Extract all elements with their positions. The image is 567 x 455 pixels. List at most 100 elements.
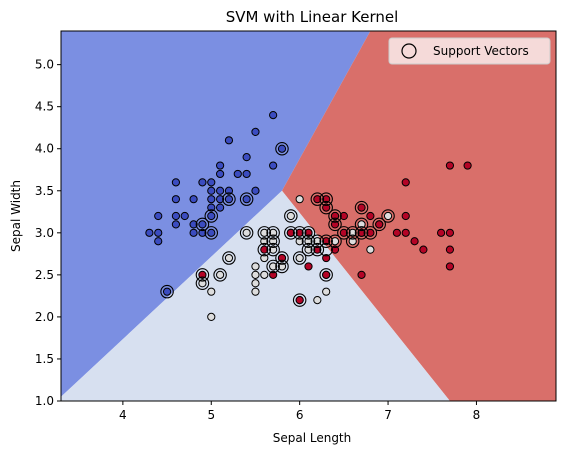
support-vector-marker [372,217,386,232]
data-point-class-0 [269,110,278,120]
data-point-class-1 [366,245,375,254]
data-point-class-2 [419,245,428,254]
support-vector-marker [204,226,219,240]
data-point-class-0 [207,228,216,237]
data-point-class-1 [383,211,393,221]
data-point-class-2 [295,295,304,305]
data-point-class-0 [207,211,216,221]
support-vector-marker [345,234,360,248]
data-point-class-1 [330,237,340,246]
data-point-class-2 [295,228,304,237]
y-axis-label: Sepal Width [9,180,23,252]
y-tick-label: 4.5 [35,100,54,114]
support-vector-marker [310,242,325,257]
decision-regions [61,31,556,401]
legend-label-support-vectors: Support Vectors [433,44,529,58]
y-tick-label: 5.0 [35,58,54,72]
support-vector-marker [266,259,280,274]
data-point-class-2 [445,228,455,237]
data-point-class-1 [260,253,269,263]
support-vector-marker [363,226,378,240]
support-vector-marker [292,251,307,265]
data-point-class-2 [357,270,366,279]
support-vector-marker [354,217,369,232]
support-vector-marker [222,251,236,265]
support-vector-marker [195,217,210,232]
data-point-class-0 [198,178,207,187]
support-vector-marker [319,268,333,282]
data-point-class-1 [251,270,260,279]
y-tick-label: 2.0 [35,310,54,324]
data-point-class-0 [198,228,207,237]
support-vector-marker [328,217,342,232]
data-point-class-2 [330,245,340,254]
data-point-class-1 [260,237,269,246]
data-point-class-2 [313,245,322,254]
data-point-class-1 [269,228,278,237]
support-vector-marker [284,226,298,240]
data-point-class-0 [189,195,198,204]
data-point-class-2 [366,211,375,221]
support-vector-marker [266,226,280,240]
data-point-class-0 [154,237,163,246]
data-point-class-2 [392,228,401,237]
data-point-class-0 [242,169,251,179]
support-vector-marker [160,284,174,299]
data-point-class-0 [277,144,287,153]
data-point-class-2 [322,195,331,204]
y-tick-label: 4.0 [35,142,54,156]
support-vector-marker [213,268,227,282]
data-point-class-2 [286,228,295,237]
region-class-1 [61,190,450,401]
support-vector-marker [195,276,210,291]
support-vector-marker [257,226,272,240]
support-vector-marker [319,242,333,257]
support-vector-marker [292,293,307,307]
support-vector-marker [292,226,307,240]
support-vector-marker [310,234,325,248]
data-point-class-0 [189,220,198,229]
x-tick-label: 7 [384,408,392,422]
data-point-class-1 [251,287,260,296]
data-point-class-2 [322,203,331,212]
legend: Support Vectors [388,37,551,65]
data-point-class-0 [207,178,216,187]
data-point-class-1 [251,262,260,271]
data-point-class-0 [154,211,163,221]
data-point-class-0 [216,203,225,212]
data-point-class-1 [313,295,322,305]
data-point-class-0 [216,169,225,179]
data-point-class-1 [251,279,260,288]
data-point-class-1 [269,237,278,246]
data-point-class-1 [313,237,322,246]
data-point-class-0 [162,287,172,296]
legend-box [388,37,551,65]
data-point-class-2 [330,211,340,221]
data-point-class-1 [242,228,251,237]
y-axis-ticks: 1.0 1.5 2.0 2.5 3.0 3.5 4.0 4.5 5.0 [35,58,61,408]
data-point-class-1 [277,262,287,271]
support-vector-marker [266,234,280,248]
data-point-class-0 [233,169,242,179]
data-point-class-2 [322,253,331,263]
data-point-class-1 [304,245,313,254]
data-point-class-0 [216,186,225,195]
data-point-class-0 [216,195,225,204]
legend-marker-support-vector [401,43,417,59]
data-point-class-0 [207,186,216,195]
support-vector-marker [257,242,272,257]
support-vector-marker [328,234,342,248]
support-vector-marker [328,209,342,223]
chart-title: SVM with Linear Kernel [226,8,399,26]
support-vector-marker [275,251,289,265]
data-point-class-1 [198,279,207,288]
data-point-class-2 [339,211,348,221]
support-vector-marker [354,226,369,240]
data-point-class-2 [463,161,472,170]
support-vector-marker [319,234,333,248]
data-point-class-1 [295,253,304,263]
y-tick-label: 3.0 [35,226,54,240]
support-vector-marker [345,226,360,240]
x-tick-label: 8 [473,408,481,422]
